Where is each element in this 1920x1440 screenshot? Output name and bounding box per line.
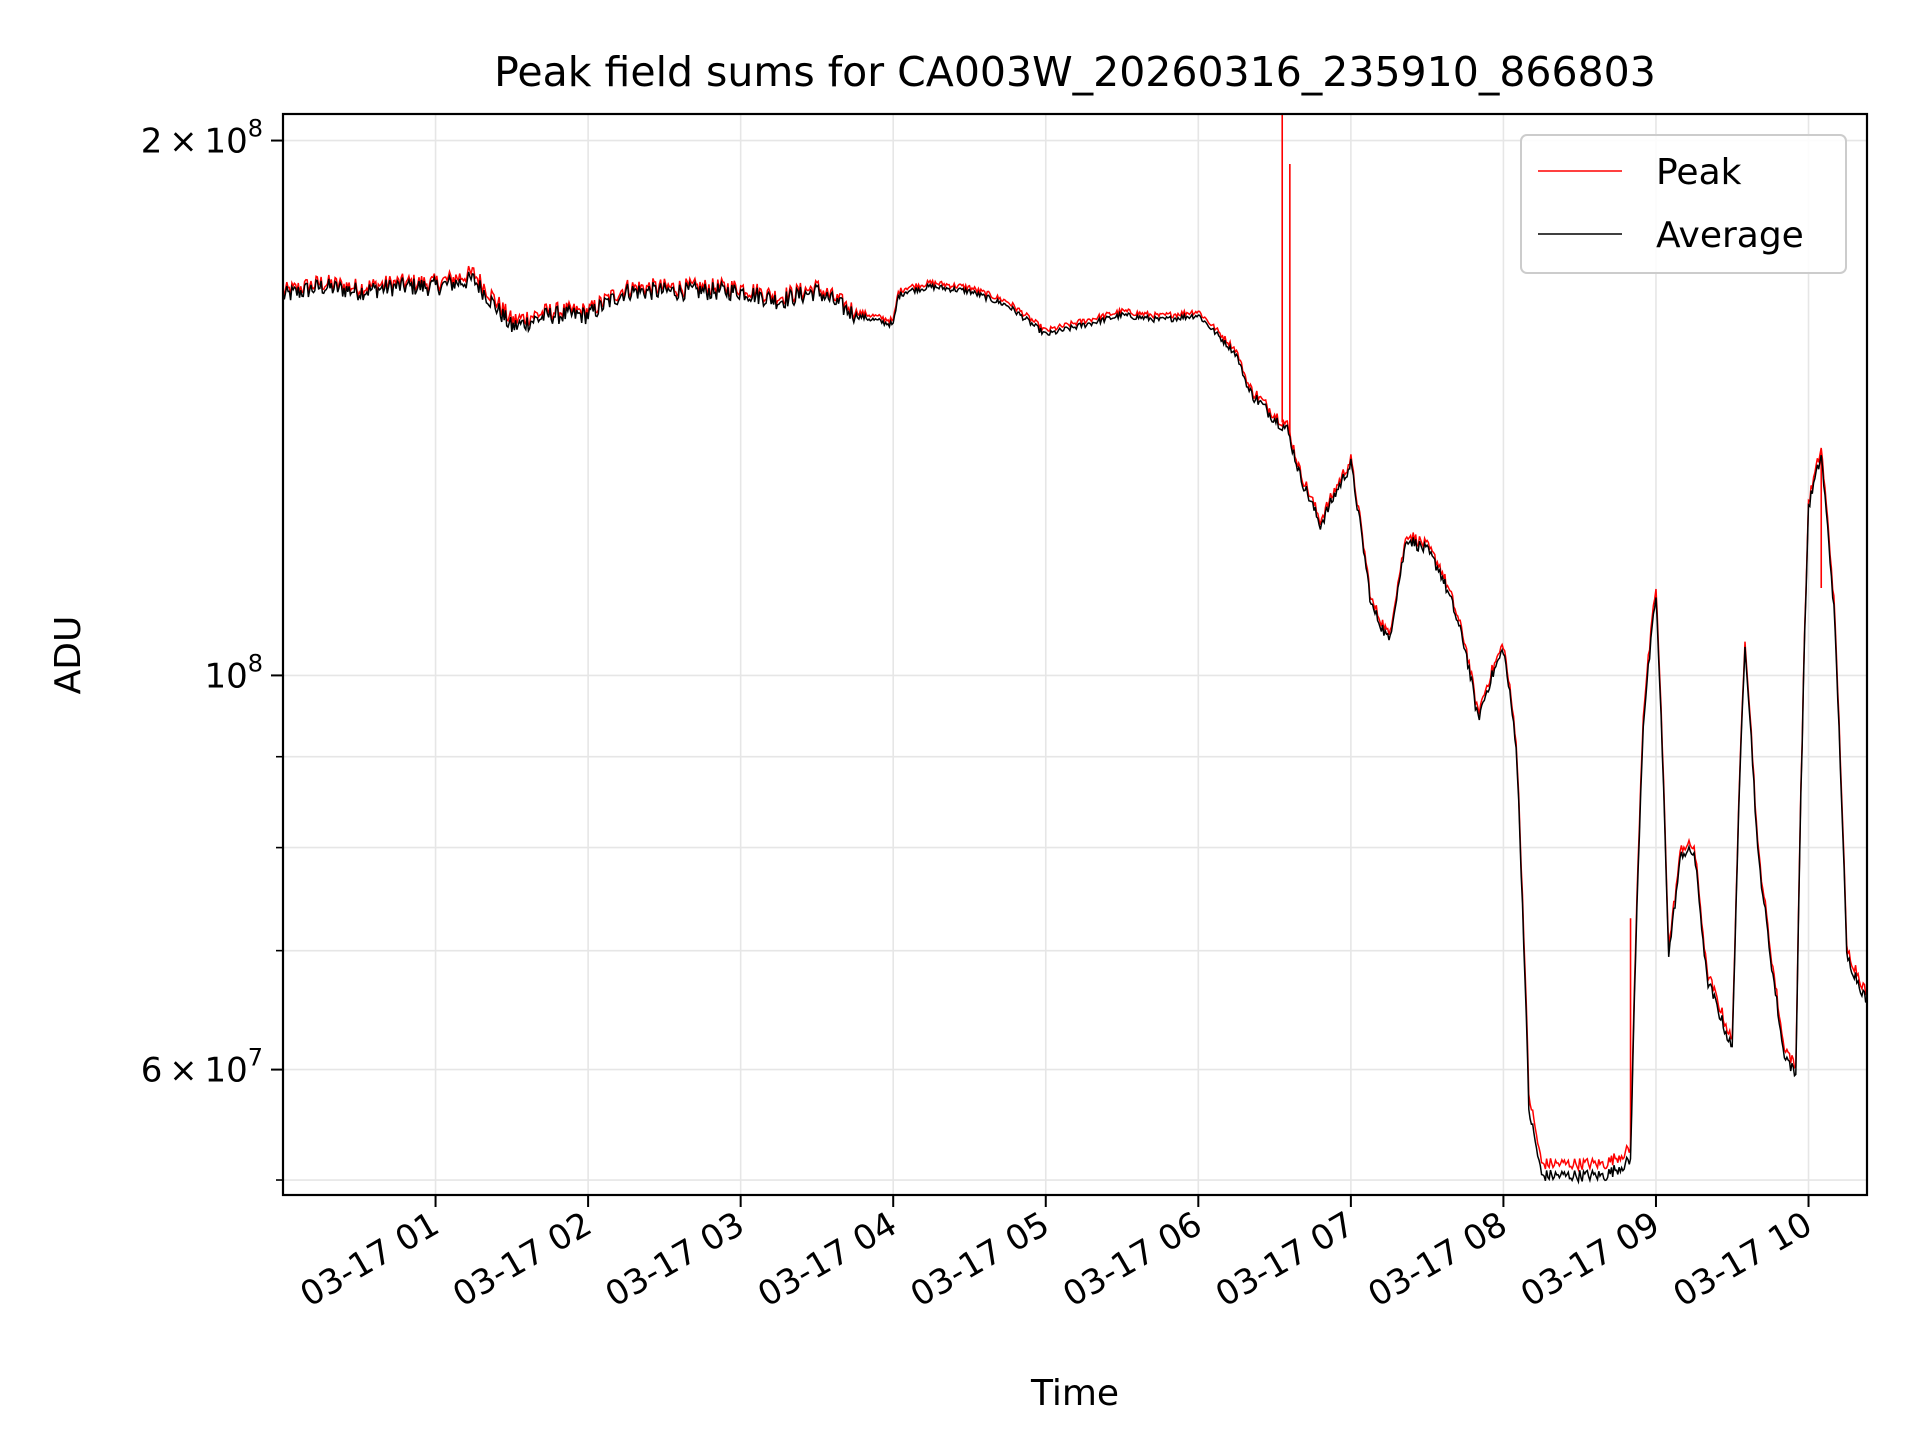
- y-tick-label: 108: [204, 649, 263, 696]
- series-layer: [282, 114, 1868, 1185]
- y-axis-label: ADU: [48, 616, 89, 695]
- legend: Peak Average: [1520, 134, 1847, 274]
- y-tick-label: 6 × 107: [141, 1044, 263, 1091]
- plot-frame: [281, 112, 1869, 1197]
- legend-label-peak: Peak: [1656, 152, 1742, 193]
- y-tick-label: 2 × 108: [141, 115, 263, 162]
- legend-label-average: Average: [1656, 215, 1804, 256]
- series-line-peak: [282, 265, 1868, 1173]
- chart-title: Peak field sums for CA003W_20260316_2359…: [494, 48, 1656, 96]
- y-axis-ticks: 6 × 107 108 2 × 108: [141, 115, 283, 1181]
- series-line-average: [282, 271, 1868, 1185]
- x-axis-label: Time: [1030, 1373, 1119, 1414]
- legend-box: [1520, 134, 1847, 274]
